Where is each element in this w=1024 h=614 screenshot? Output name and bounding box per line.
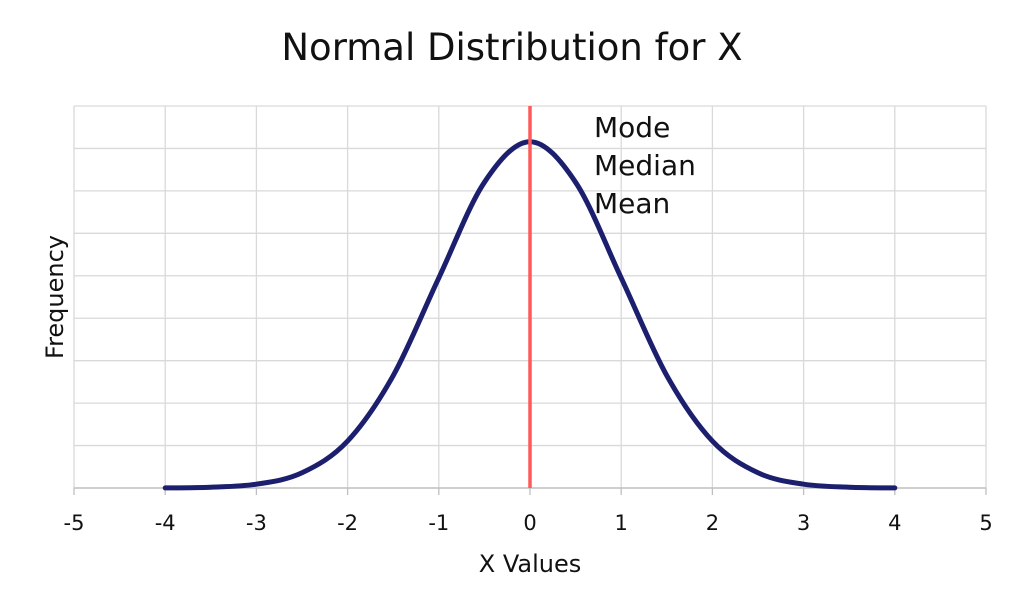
x-tick-label: 5 [979, 511, 992, 535]
x-tick-label: 1 [615, 511, 628, 535]
x-tick-label: -1 [428, 511, 449, 535]
x-tick-label: -4 [155, 511, 176, 535]
annotation-mode: Mode [594, 111, 670, 144]
x-tick-label: -3 [246, 511, 267, 535]
x-tick-labels: -5 -4 -3 -2 -1 0 1 2 3 4 5 [64, 511, 993, 535]
center-annotations: Mode Median Mean [594, 111, 696, 220]
annotation-median: Median [594, 149, 696, 182]
x-tick-label: -5 [64, 511, 85, 535]
x-tick-label: 0 [523, 511, 536, 535]
annotation-mean: Mean [594, 187, 670, 220]
x-tick-label: 4 [888, 511, 901, 535]
x-tick-label: -2 [337, 511, 358, 535]
y-axis-label: Frequency [41, 235, 69, 359]
x-axis-label: X Values [479, 550, 581, 578]
x-tick-label: 2 [706, 511, 719, 535]
x-tick-label: 3 [797, 511, 810, 535]
chart-title: Normal Distribution for X [281, 26, 742, 69]
